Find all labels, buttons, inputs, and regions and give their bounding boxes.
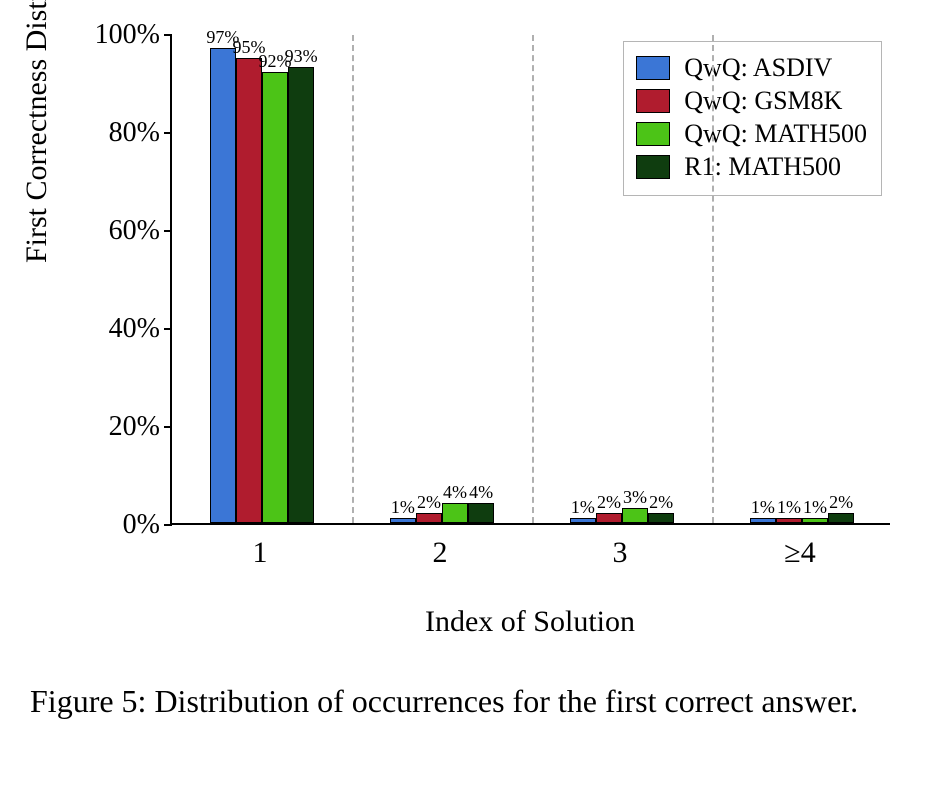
bar-value-label: 3%: [623, 487, 647, 508]
legend: QwQ: ASDIVQwQ: GSM8KQwQ: MATH500R1: MATH…: [623, 41, 882, 196]
figure-caption: Figure 5: Distribution of occurrences fo…: [30, 680, 904, 723]
legend-label: QwQ: ASDIV: [684, 53, 832, 83]
bar: 3%: [622, 508, 648, 523]
y-tick-label: 20%: [109, 411, 160, 443]
bar-value-label: 1%: [803, 497, 827, 518]
legend-swatch: [636, 155, 670, 179]
bar-value-label: 2%: [597, 492, 621, 513]
bar: 4%: [442, 503, 468, 523]
bar: 1%: [390, 518, 416, 523]
bar: 1%: [802, 518, 828, 523]
grid-line: [352, 35, 354, 523]
bar: 2%: [648, 513, 674, 523]
plot-area: QwQ: ASDIVQwQ: GSM8KQwQ: MATH500R1: MATH…: [170, 35, 890, 525]
grid-line: [532, 35, 534, 523]
bar: 97%: [210, 48, 236, 523]
x-axis-label: Index of Solution: [170, 605, 890, 639]
bar-value-label: 93%: [285, 46, 318, 67]
bar: 92%: [262, 72, 288, 523]
bar: 2%: [596, 513, 622, 523]
bar-value-label: 4%: [443, 482, 467, 503]
bar-value-label: 1%: [571, 497, 595, 518]
caption-prefix: Figure 5:: [30, 683, 154, 719]
bar-value-label: 1%: [391, 497, 415, 518]
x-tick-label: 2: [433, 536, 448, 570]
figure-container: First Correctness Distri. 0% 20% 40% 60% 80%…: [0, 0, 934, 806]
legend-item: QwQ: ASDIV: [636, 53, 867, 83]
bar: 1%: [776, 518, 802, 523]
bar-value-label: 2%: [829, 492, 853, 513]
bar: 1%: [570, 518, 596, 523]
legend-swatch: [636, 89, 670, 113]
bar: 2%: [828, 513, 854, 523]
x-tick-label: 3: [613, 536, 628, 570]
bar-value-label: 2%: [649, 492, 673, 513]
legend-label: QwQ: GSM8K: [684, 86, 842, 116]
bar: 4%: [468, 503, 494, 523]
legend-item: R1: MATH500: [636, 152, 867, 182]
caption-text: Distribution of occurrences for the firs…: [154, 683, 858, 719]
y-tick-label: 0%: [123, 509, 160, 541]
bar: 2%: [416, 513, 442, 523]
y-tick-label: 60%: [109, 215, 160, 247]
legend-swatch: [636, 56, 670, 80]
x-tick-label: ≥4: [784, 536, 815, 570]
bar: 1%: [750, 518, 776, 523]
bar-value-label: 4%: [469, 482, 493, 503]
legend-item: QwQ: GSM8K: [636, 86, 867, 116]
bar: 95%: [236, 58, 262, 524]
x-tick-label: 1: [253, 536, 268, 570]
bar: 93%: [288, 67, 314, 523]
grid-line: [712, 35, 714, 523]
y-tick-label: 40%: [109, 313, 160, 345]
y-tick-label: 100%: [95, 19, 160, 51]
legend-swatch: [636, 122, 670, 146]
legend-label: R1: MATH500: [684, 152, 841, 182]
bar-value-label: 2%: [417, 492, 441, 513]
y-tick-label: 80%: [109, 117, 160, 149]
bar-value-label: 1%: [751, 497, 775, 518]
legend-item: QwQ: MATH500: [636, 119, 867, 149]
y-axis-label: First Correctness Distri.: [20, 0, 54, 263]
bar-value-label: 1%: [777, 497, 801, 518]
